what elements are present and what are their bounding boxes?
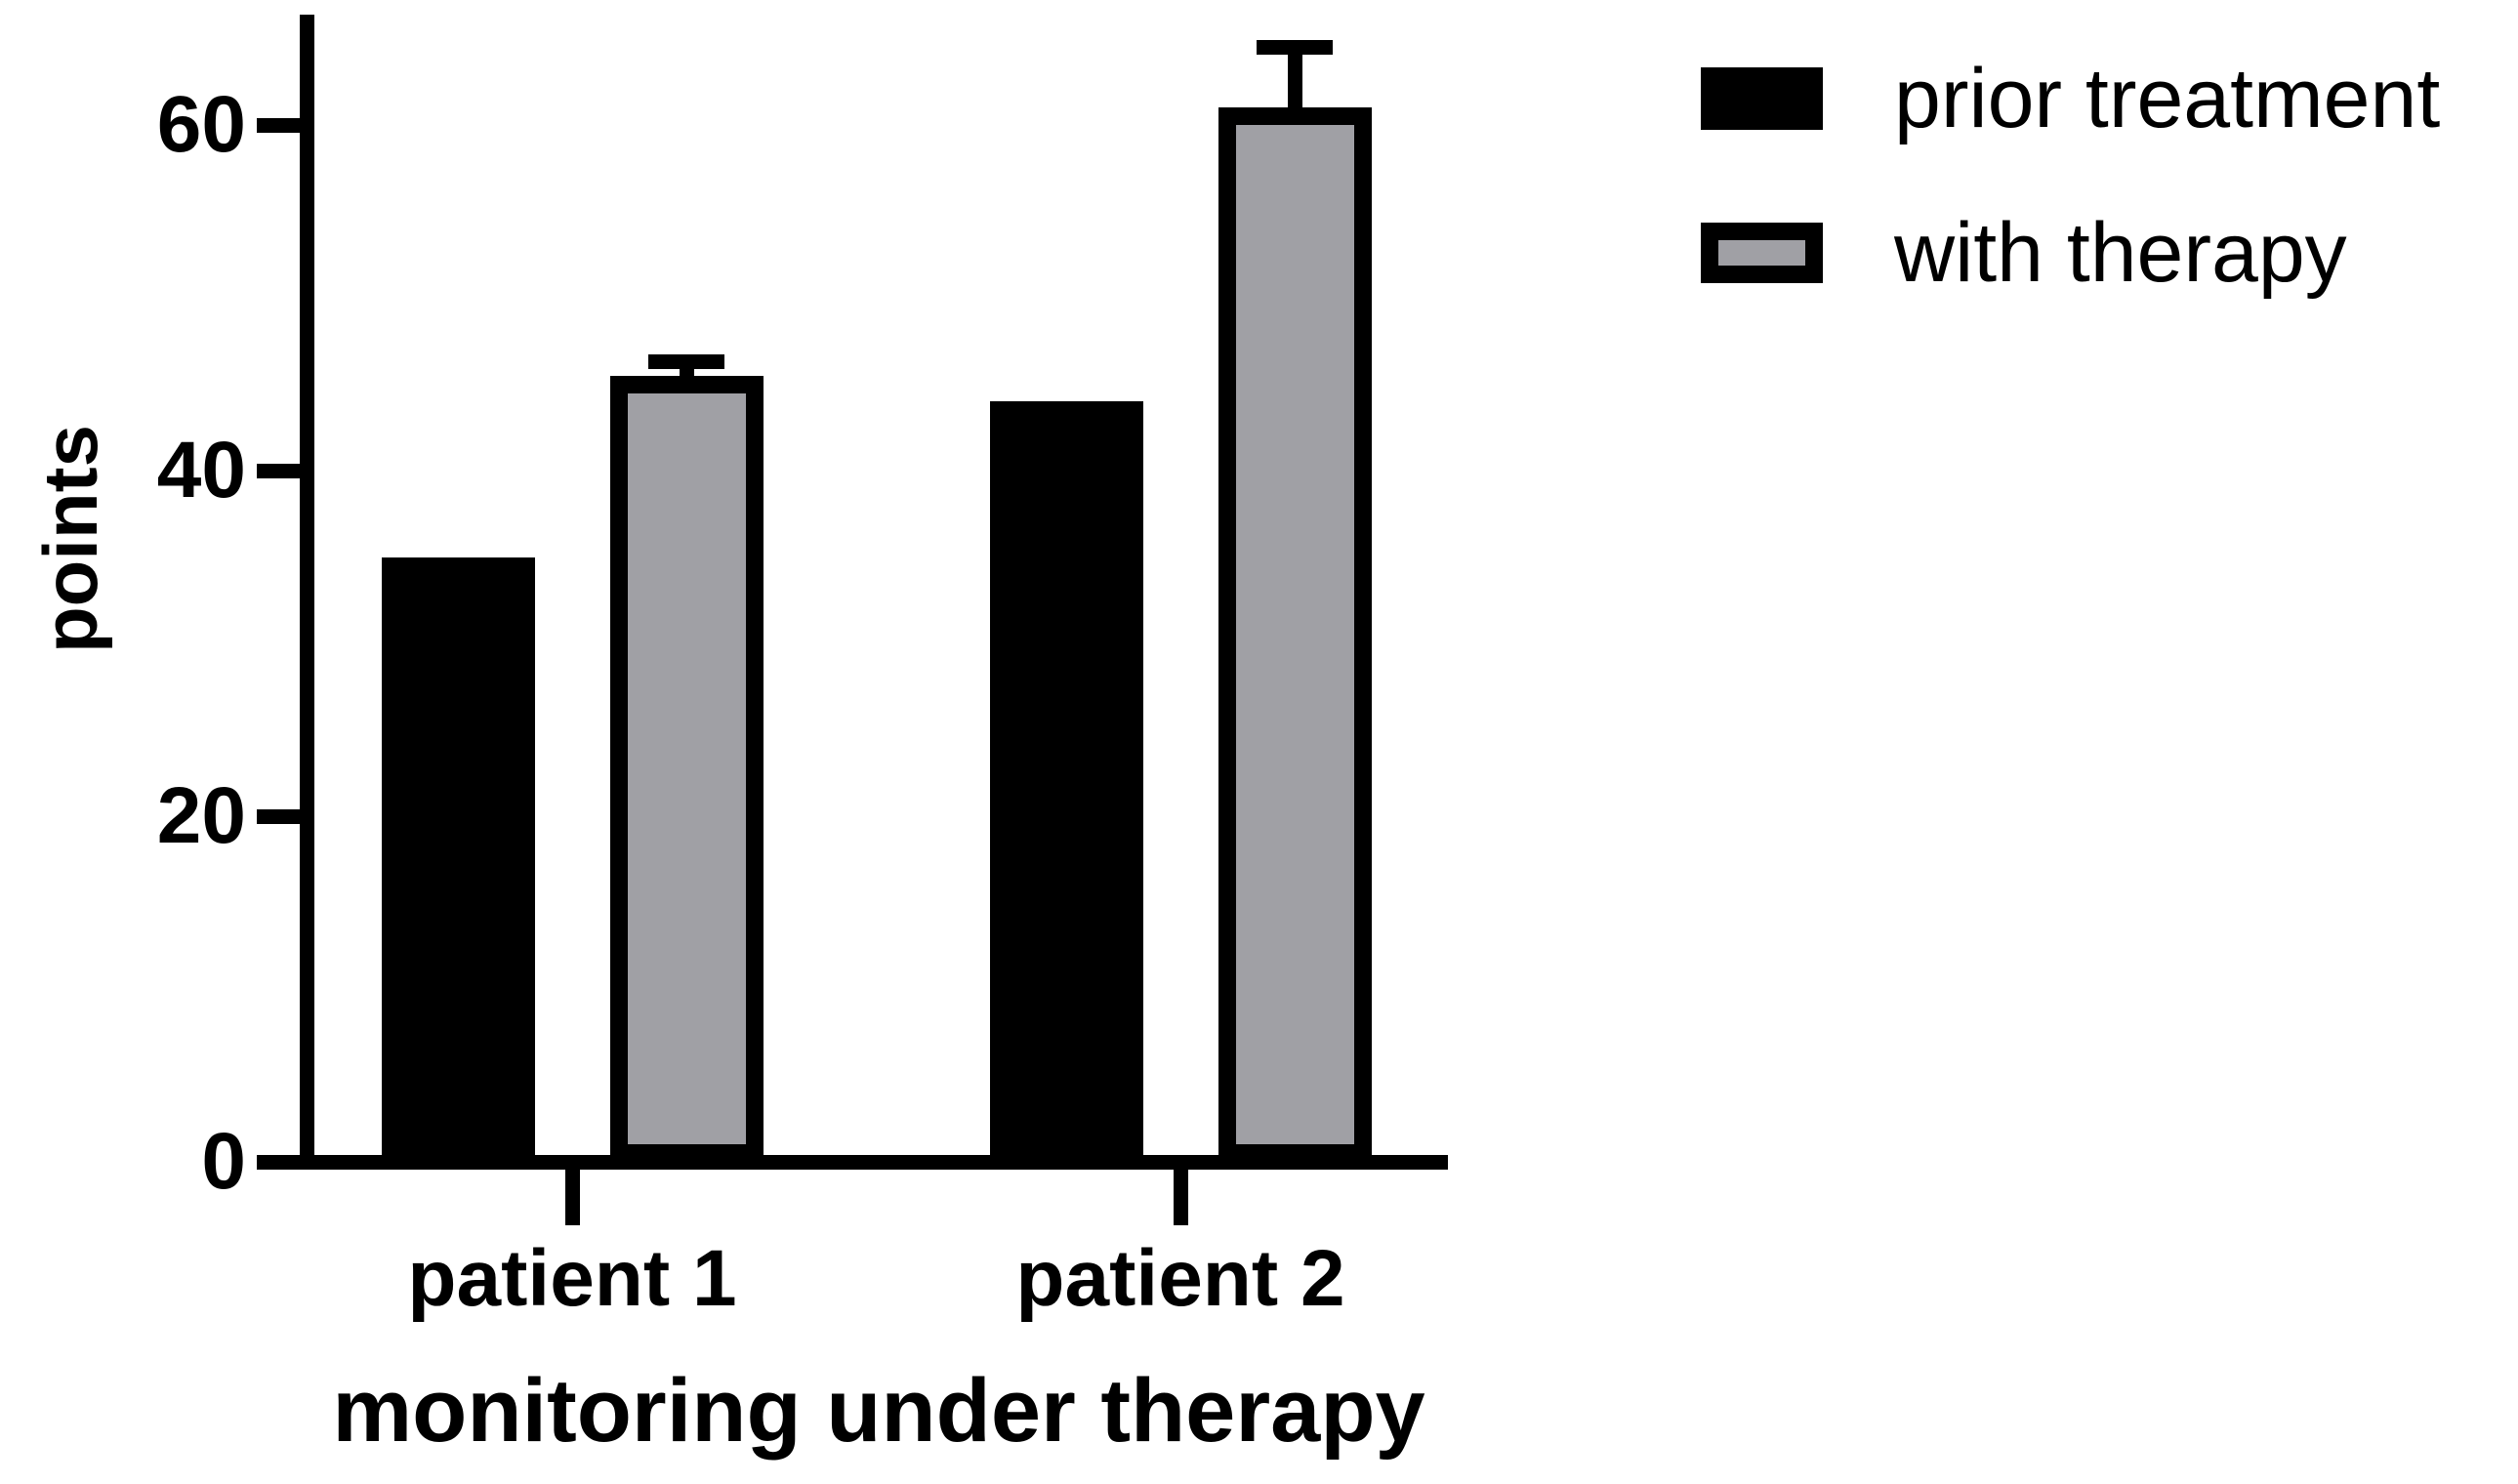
error-bar-cap-patient-2 — [1257, 39, 1333, 55]
x-tick-patient-1 — [564, 1169, 580, 1225]
x-category-label-patient-2: patient 2 — [1015, 1234, 1345, 1323]
y-tick-40 — [257, 463, 300, 478]
x-axis-line — [257, 1155, 1448, 1170]
y-tick-60 — [257, 117, 300, 133]
bar-prior-treatment-patient-2 — [989, 401, 1143, 1162]
y-tick-label-20: 20 — [156, 771, 246, 860]
legend-swatch-prior-treatment — [1701, 67, 1823, 130]
bar-prior-treatment-patient-1 — [381, 556, 535, 1162]
error-bar-cap-patient-1 — [648, 353, 724, 369]
y-axis-line — [300, 15, 314, 1169]
legend-label-with-therapy: with therapy — [1894, 206, 2347, 300]
legend-swatch-with-therapy — [1701, 223, 1823, 283]
y-axis-title: points — [27, 425, 113, 653]
x-category-label-patient-1: patient 1 — [407, 1234, 737, 1323]
error-bar-stem-patient-2 — [1287, 47, 1302, 108]
y-tick-label-40: 40 — [156, 426, 246, 515]
bar-with-therapy-patient-2 — [1218, 107, 1372, 1162]
y-tick-label-60: 60 — [156, 80, 246, 169]
y-tick-0 — [257, 1154, 300, 1170]
x-tick-patient-2 — [1173, 1169, 1188, 1225]
y-tick-label-0: 0 — [201, 1117, 246, 1206]
legend-label-prior-treatment: prior treatment — [1894, 52, 2441, 145]
bar-with-therapy-patient-1 — [609, 375, 764, 1162]
x-axis-title: monitoring under therapy — [332, 1361, 1425, 1461]
y-tick-20 — [257, 808, 300, 824]
